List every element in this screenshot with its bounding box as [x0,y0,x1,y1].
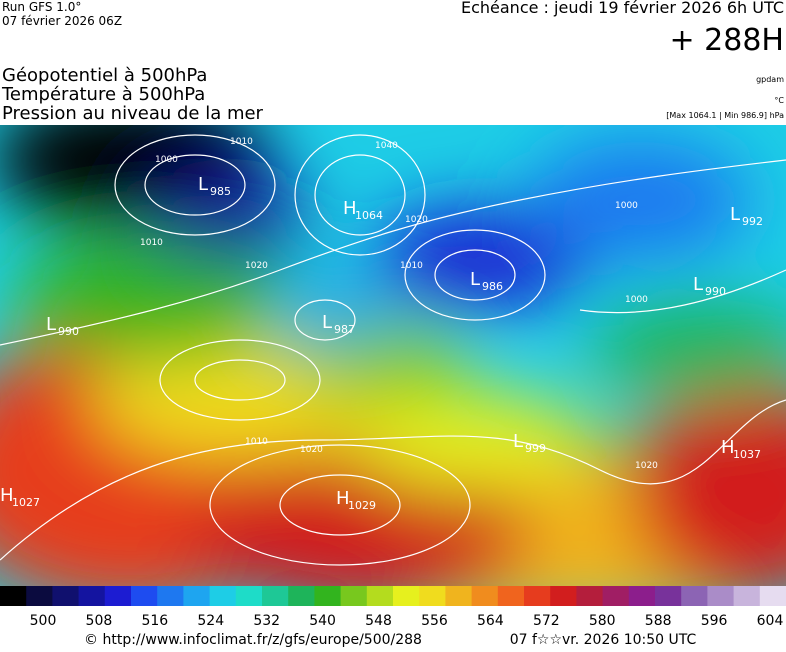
colorbar-swatch [209,586,237,606]
isobar-label: 1020 [635,461,658,471]
colorbar-swatch [340,586,368,606]
colorbar-label: 556 [421,613,448,629]
isobar-label: 1020 [245,261,268,271]
center-value: 1029 [348,499,376,512]
title-line: Géopotentiel à 500hPa [2,65,207,86]
colorbar-swatch [576,586,604,606]
colorbar-label: 588 [645,613,672,629]
center-value: 1027 [12,496,40,509]
title-line: Pression au niveau de la mer [2,103,264,124]
center-kind: L [46,314,56,335]
isobar-label: 1010 [245,437,268,447]
lead-time: + 288H [670,23,785,58]
colorbar-label: 580 [589,613,616,629]
title-line: Température à 500hPa [1,84,205,105]
unit-note: gpdam [756,75,784,84]
colorbar-swatch [366,586,394,606]
colorbar-label: 508 [86,613,113,629]
center-kind: L [470,269,480,290]
center-kind: L [513,431,523,452]
colorbar-label: 516 [141,613,168,629]
colorbar-swatch [288,586,315,606]
isobar-label: 1000 [615,201,638,211]
colorbar-label: 548 [365,613,392,629]
center-kind: H [0,485,14,506]
center-value: 990 [705,285,726,298]
colorbar-label: 596 [701,613,728,629]
colorbar-swatch [628,586,656,606]
colorbar-swatch [681,586,708,606]
center-value: 999 [525,442,546,455]
footer-stamp: 07 f☆☆vr. 2026 10:50 UTC [510,632,697,648]
colorbar-swatch [157,586,184,606]
run-label: Run GFS 1.0° [2,0,81,14]
isobar-label: 1040 [375,141,398,151]
colorbar-label: 524 [197,613,224,629]
colorbar-swatch [393,586,420,606]
colorbar-swatch [26,586,53,606]
colorbar-swatch [759,586,786,606]
isobar-label: 1010 [230,137,253,147]
center-kind: H [343,198,357,219]
isobar-label: 1010 [400,261,423,271]
isobar-label: 1020 [405,215,428,225]
colorbar-swatch [131,586,158,606]
center-kind: L [730,204,740,225]
isobar-label: 1000 [625,295,648,305]
center-value: 985 [210,185,231,198]
run-date: 07 février 2026 06Z [2,14,122,28]
colorbar-swatch [104,586,132,606]
colorbar-swatch [52,586,80,606]
center-kind: L [322,312,332,333]
center-kind: L [693,274,703,295]
isobar-label: 1000 [155,155,178,165]
colorbar-swatch [497,586,525,606]
colorbar-swatch [471,586,499,606]
colorbar-swatch [707,586,735,606]
isobars [0,134,786,566]
colorbar-swatch [314,586,342,606]
center-value: 1064 [355,209,383,222]
center-value: 987 [334,323,355,336]
temperature-field [0,125,786,586]
colorbar-label: 604 [757,613,784,629]
colorbar-swatch [0,586,27,606]
colorbar-swatch [445,586,473,606]
colorbar-swatch [419,586,446,606]
colorbar-label: 540 [309,613,336,629]
center-value: 992 [742,215,763,228]
colorbar-label: 564 [477,613,504,629]
colorbar-swatch [235,586,263,606]
colorbar: 500 508 516 524 532 540 548 556 564 572 580 588 596 6… [0,586,786,629]
colorbar-label: 572 [533,613,560,629]
colorbar-label: 532 [253,613,280,629]
colorbar-swatch [655,586,682,606]
colorbar-swatch [183,586,211,606]
colorbar-label: 500 [30,613,57,629]
center-value: 1037 [733,448,761,461]
center-kind: L [198,174,208,195]
unit-note: °C [774,96,784,105]
center-kind: H [336,488,350,509]
echeance: Echéance : jeudi 19 février 2026 6h UTC [461,0,784,17]
colorbar-swatch [262,586,289,606]
colorbar-swatch [78,586,106,606]
center-value: 990 [58,325,79,338]
center-kind: H [721,437,735,458]
footer-url: © http://www.infoclimat.fr/z/gfs/europe/… [84,632,422,648]
isobar-label: 1010 [140,238,163,248]
colorbar-swatch [602,586,630,606]
unit-note: [Max 1064.1 | Min 986.9] hPa [666,111,784,120]
colorbar-swatch [550,586,577,606]
colorbar-swatch [524,586,551,606]
center-value: 986 [482,280,503,293]
isobar-label: 1020 [300,445,323,455]
colorbar-swatch [733,586,761,606]
